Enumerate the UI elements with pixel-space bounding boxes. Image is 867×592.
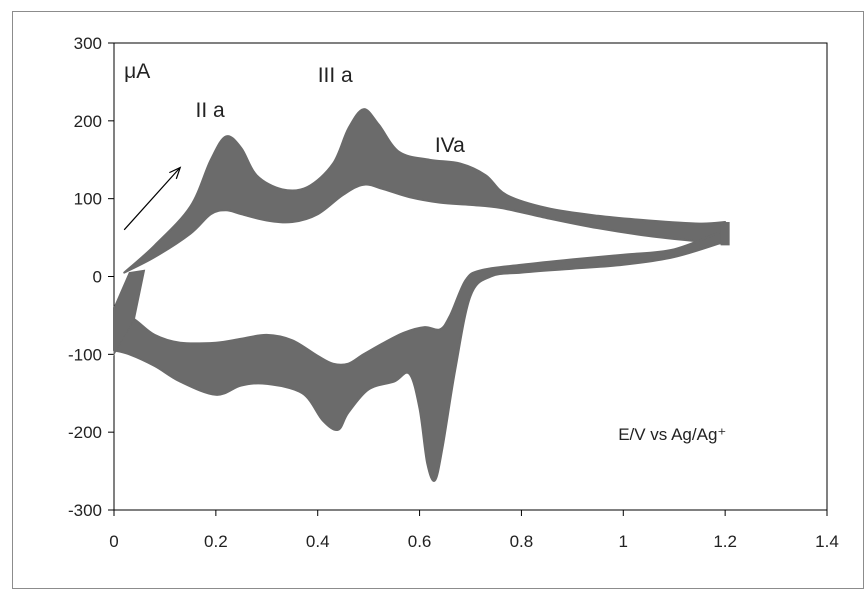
- y-tick-label: 300: [74, 34, 102, 53]
- annotations: μA II a III a IVa E/V vs Ag/Ag⁺: [123, 60, 726, 444]
- x-tick-label: 0: [109, 532, 118, 551]
- y-tick-label: -100: [68, 345, 102, 364]
- plot-area: [113, 42, 828, 511]
- cathodic-band: [113, 228, 727, 482]
- annotation-label: III a: [318, 64, 353, 87]
- annotation-label: II a: [195, 99, 225, 122]
- scan-direction-arrow: [123, 167, 181, 231]
- x-tick-label: 1.2: [713, 532, 737, 551]
- y-tick-label: -200: [68, 423, 102, 442]
- y-tick-label: 200: [74, 112, 102, 131]
- anodic-band: [123, 108, 727, 274]
- annotation-label: E/V vs Ag/Ag⁺: [618, 425, 726, 444]
- series-band: [113, 108, 730, 482]
- x-tick-label: 0.8: [510, 532, 534, 551]
- y-tick-label: 100: [74, 190, 102, 209]
- x-axis: 0 0.2 0.4 0.6 0.8 1 1.2 1.4: [109, 510, 839, 551]
- y-axis: 300 200 100 0 -100 -200 -300: [68, 34, 114, 520]
- annotation-label: μA: [124, 60, 150, 83]
- annotation-label: IVa: [435, 134, 465, 157]
- x-tick-label: 0.4: [306, 532, 330, 551]
- chart-frame: [12, 11, 864, 589]
- y-tick-label: -300: [68, 501, 102, 520]
- start-connector: [113, 269, 146, 357]
- y-tick-label: 0: [93, 268, 102, 287]
- x-tick-label: 0.2: [204, 532, 228, 551]
- x-tick-label: 1.4: [815, 532, 839, 551]
- x-tick-label: 0.6: [408, 532, 432, 551]
- x-tick-label: 1: [619, 532, 628, 551]
- arrow-head: [169, 166, 182, 180]
